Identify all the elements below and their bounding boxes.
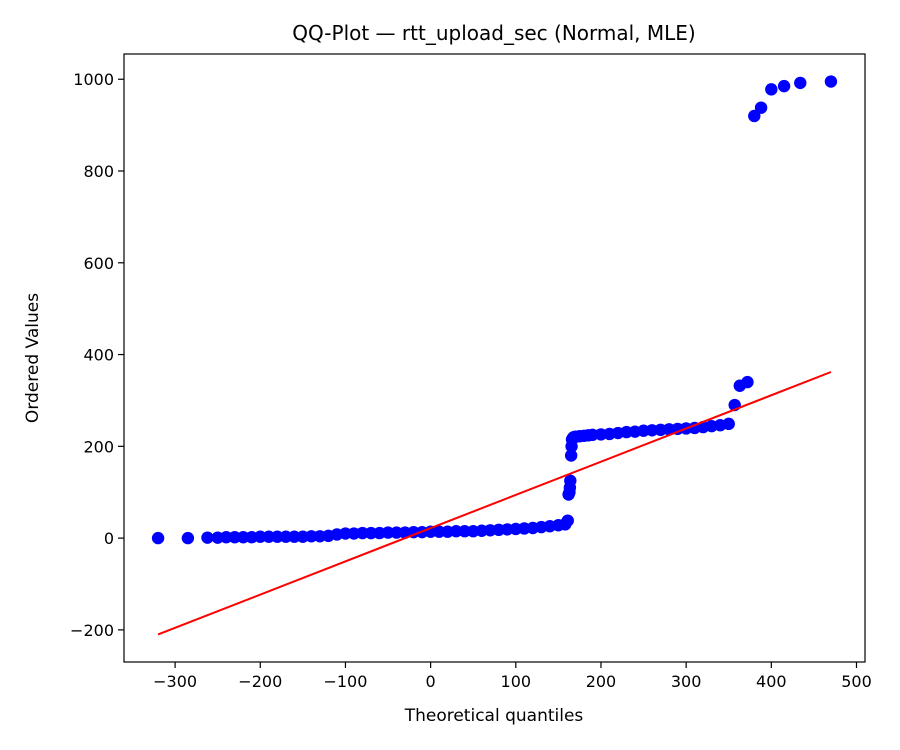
y-tick-label: 800 [83, 162, 114, 181]
data-point [220, 530, 233, 544]
data-point [824, 75, 838, 88]
data-point [748, 109, 761, 123]
data-point [390, 526, 403, 539]
data-point [741, 375, 754, 389]
plot-frame [123, 53, 866, 663]
data-point [279, 530, 293, 543]
y-tick-label: 0 [104, 529, 114, 548]
data-point [564, 449, 578, 462]
data-point [381, 526, 395, 539]
y-tick-label: 200 [83, 437, 114, 456]
y-axis-label: Ordered Values [23, 293, 43, 423]
fit-line [157, 371, 832, 636]
data-point [237, 530, 250, 544]
x-tick-label: 0 [426, 672, 436, 691]
data-point [458, 525, 471, 538]
data-point [228, 530, 241, 544]
data-point [364, 526, 378, 540]
y-tick-label: −200 [70, 621, 114, 640]
x-tick-label: −200 [238, 672, 282, 691]
x-tick-label: 400 [756, 672, 787, 691]
data-point [722, 417, 735, 431]
data-point [339, 527, 352, 540]
data-point [305, 530, 318, 543]
data-point [754, 101, 768, 114]
x-tick-label: 200 [586, 672, 617, 691]
x-tick-label: −100 [323, 672, 367, 691]
axis-ticks: −300 −200 −100 0 100 200 300 400 500 −200 0 200 400 6… [70, 70, 872, 691]
data-point [777, 79, 791, 93]
data-point [794, 76, 807, 90]
data-point [181, 531, 195, 545]
x-tick-label: −300 [153, 672, 197, 691]
y-tick-label: 600 [83, 254, 114, 273]
plot-area [151, 75, 838, 636]
data-point [262, 530, 275, 543]
y-tick-label: 1000 [73, 70, 114, 89]
data-point [254, 530, 267, 543]
y-tick-label: 400 [83, 346, 114, 365]
data-point [564, 474, 577, 487]
data-point [449, 525, 463, 538]
data-point [561, 514, 574, 527]
data-point [288, 530, 301, 543]
data-point [356, 526, 369, 540]
data-point [765, 83, 778, 96]
data-point [432, 525, 446, 538]
x-tick-label: 500 [841, 672, 872, 691]
data-point [201, 531, 214, 544]
x-tick-label: 100 [501, 672, 532, 691]
data-point [271, 530, 284, 543]
chart-title: QQ-Plot — rtt_upload_sec (Normal, MLE) [292, 21, 696, 45]
data-point [151, 531, 165, 545]
x-axis-label: Theoretical quantiles [404, 706, 584, 726]
x-tick-label: 300 [671, 672, 702, 691]
